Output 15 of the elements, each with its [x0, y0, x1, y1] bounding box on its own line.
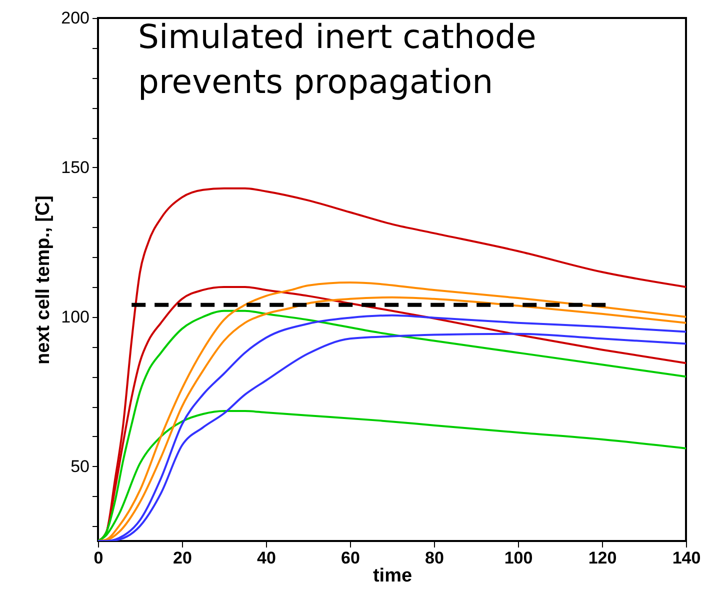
- text: Simulated inert cathode prevents propagation: [138, 17, 536, 101]
- y-tick-label: 100: [61, 307, 90, 326]
- y-axis-title: next cell temp., [C]: [33, 196, 54, 364]
- x-tick-label: 40: [257, 548, 276, 568]
- y-tick-label: 150: [61, 158, 90, 177]
- y-tick-label: 50: [70, 456, 90, 476]
- x-tick-label: 60: [341, 548, 360, 568]
- x-tick-label: 140: [672, 548, 701, 568]
- y-tick-label: 200: [61, 8, 90, 28]
- x-tick-label: 0: [94, 548, 104, 568]
- x-tick-label: 80: [425, 548, 444, 568]
- x-tick-label: 20: [173, 548, 192, 568]
- x-tick-label: 100: [504, 548, 533, 568]
- x-axis-title: time: [372, 566, 412, 586]
- x-tick-label: 120: [588, 548, 617, 568]
